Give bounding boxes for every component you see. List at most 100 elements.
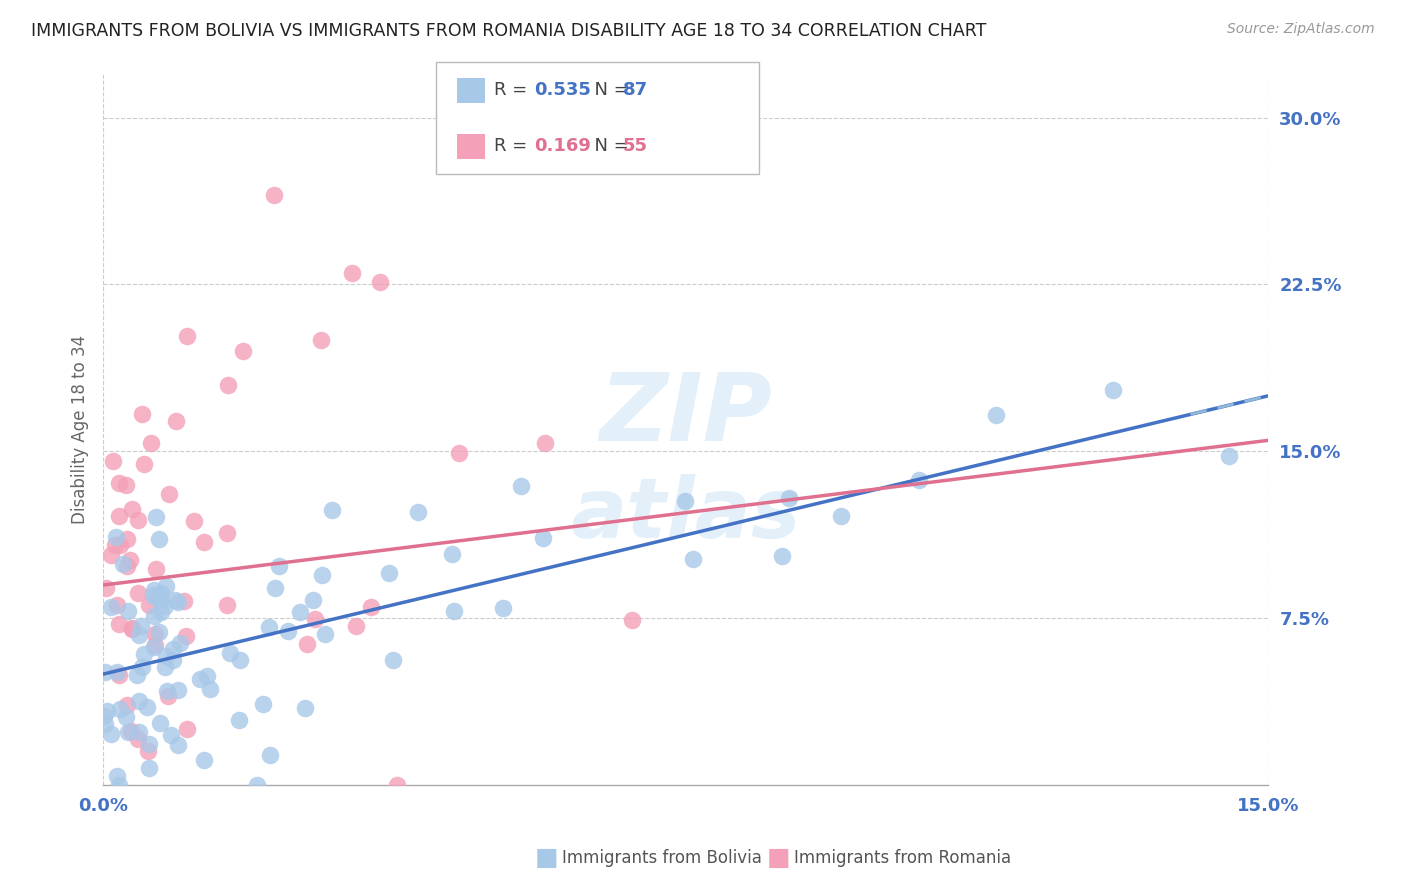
Point — [108, 779, 131, 793]
Point — [309, 333, 332, 347]
Point — [311, 567, 333, 582]
Point — [128, 628, 150, 642]
Point — [314, 627, 336, 641]
Text: Immigrants from Romania: Immigrants from Romania — [794, 849, 1011, 867]
Text: R =: R = — [494, 137, 533, 155]
Point — [321, 503, 343, 517]
Point — [136, 700, 159, 714]
Point — [108, 617, 131, 632]
Point — [93, 708, 115, 723]
Point — [107, 475, 129, 490]
Point — [295, 637, 318, 651]
Point — [134, 457, 156, 471]
Point — [193, 753, 215, 767]
Point — [149, 715, 172, 730]
Point — [157, 487, 180, 501]
Point — [131, 660, 153, 674]
Point — [128, 694, 150, 708]
Point — [673, 494, 696, 508]
Text: N =: N = — [583, 81, 636, 99]
Point — [100, 599, 122, 614]
Point — [257, 620, 280, 634]
Point — [218, 646, 240, 660]
Point — [301, 593, 323, 607]
Point — [138, 738, 160, 752]
Point — [229, 653, 252, 667]
Point — [986, 409, 1008, 423]
Point — [104, 538, 127, 552]
Point — [155, 599, 177, 614]
Point — [112, 557, 135, 571]
Point — [127, 731, 149, 746]
Point — [101, 454, 124, 468]
Text: ■: ■ — [534, 847, 558, 870]
Point — [127, 586, 149, 600]
Point — [150, 605, 173, 619]
Text: R =: R = — [494, 81, 533, 99]
Text: 0.169: 0.169 — [534, 137, 591, 155]
Point — [263, 188, 285, 202]
Point — [778, 491, 800, 505]
Point — [382, 653, 405, 667]
Point — [142, 588, 165, 602]
Point — [290, 605, 312, 619]
Point — [277, 624, 299, 639]
Point — [136, 744, 159, 758]
Point — [198, 682, 221, 697]
Point — [155, 648, 177, 663]
Text: N =: N = — [583, 137, 636, 155]
Point — [344, 619, 367, 633]
Point — [176, 329, 198, 343]
Point — [118, 553, 141, 567]
Point — [121, 621, 143, 635]
Point — [167, 738, 190, 752]
Point — [252, 697, 274, 711]
Point — [162, 653, 184, 667]
Point — [173, 593, 195, 607]
Point — [449, 446, 471, 460]
Point — [107, 665, 129, 680]
Point — [1101, 384, 1123, 398]
Point — [156, 684, 179, 698]
Point — [138, 761, 160, 775]
Point — [770, 549, 793, 563]
Point — [531, 532, 554, 546]
Point — [115, 710, 138, 724]
Point — [139, 435, 162, 450]
Point — [120, 723, 142, 738]
Point — [174, 629, 197, 643]
Point — [148, 591, 170, 606]
Point — [96, 704, 118, 718]
Point — [94, 716, 117, 731]
Point — [228, 713, 250, 727]
Point — [115, 698, 138, 713]
Point — [131, 619, 153, 633]
Point — [142, 608, 165, 623]
Text: IMMIGRANTS FROM BOLIVIA VS IMMIGRANTS FROM ROMANIA DISABILITY AGE 18 TO 34 CORRE: IMMIGRANTS FROM BOLIVIA VS IMMIGRANTS FR… — [31, 22, 986, 40]
Point — [304, 612, 326, 626]
Point — [440, 547, 463, 561]
Point — [149, 592, 172, 607]
Point — [377, 566, 399, 580]
Point — [121, 622, 143, 636]
Text: atlas: atlas — [571, 475, 801, 555]
Point — [167, 595, 190, 609]
Point — [115, 478, 138, 492]
Point — [145, 509, 167, 524]
Point — [246, 779, 269, 793]
Point — [443, 603, 465, 617]
Point — [155, 579, 177, 593]
Point — [128, 725, 150, 739]
Point — [105, 530, 128, 544]
Point — [509, 479, 531, 493]
Point — [143, 640, 166, 654]
Point — [108, 538, 131, 552]
Point — [830, 509, 852, 524]
Point — [368, 276, 391, 290]
Point — [138, 599, 160, 613]
Point — [115, 559, 138, 574]
Point — [127, 513, 149, 527]
Point — [94, 665, 117, 679]
Text: ■: ■ — [766, 847, 790, 870]
Point — [406, 505, 429, 519]
